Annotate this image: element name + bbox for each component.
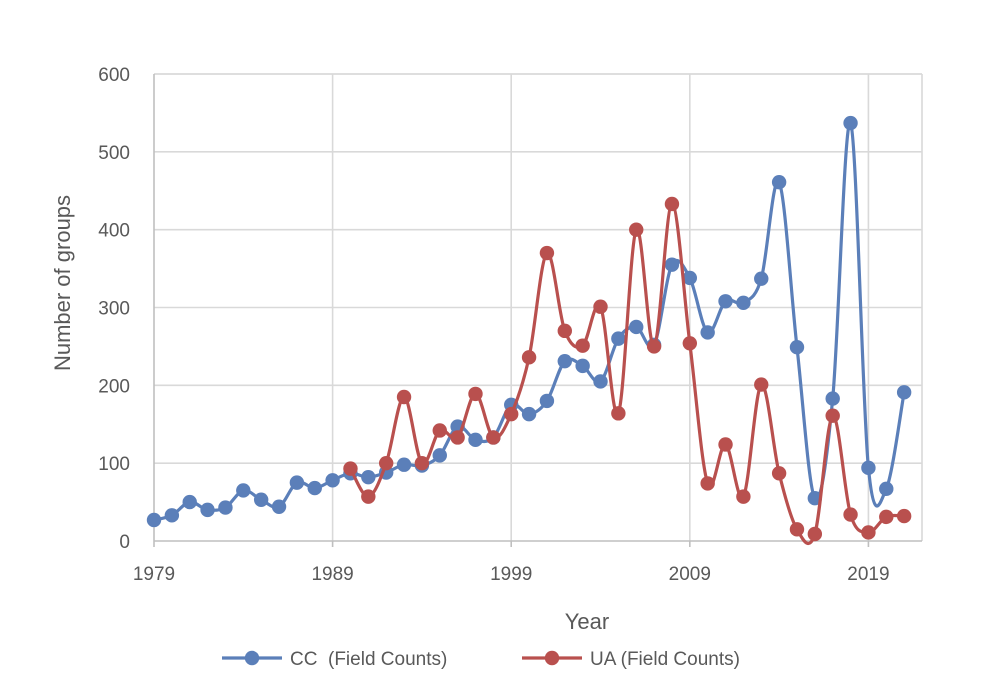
cc-data-point: [700, 325, 715, 340]
ua-data-point: [504, 406, 519, 422]
ua-data-point: [414, 455, 430, 471]
ua-data-point: [807, 526, 823, 542]
cc-data-point: [557, 354, 572, 369]
cc-data-point: [253, 492, 269, 507]
cc-data-point: [325, 473, 340, 488]
cc-data-point: [843, 115, 858, 131]
cc-data-point: [736, 295, 751, 311]
ua-data-point: [539, 245, 555, 261]
legend-swatch-marker: [244, 650, 260, 666]
cc-data-point: [146, 512, 162, 528]
ua-data-point: [700, 476, 715, 491]
ua-data-point: [593, 299, 608, 314]
cc-data-point: [879, 481, 894, 497]
cc-data-point: [182, 494, 197, 510]
ua-data-point: [664, 196, 680, 212]
y-tick-label: 300: [98, 299, 130, 320]
cc-data-point: [289, 475, 305, 490]
cc-data-point: [825, 391, 840, 406]
cc-data-point: [771, 174, 787, 190]
ua-data-point: [611, 406, 626, 421]
y-tick-label: 200: [98, 376, 130, 397]
ua-data-point: [754, 377, 769, 392]
ua-data-point: [843, 507, 858, 522]
ua-series-line: [349, 202, 905, 546]
y-tick-label: 500: [98, 143, 130, 164]
x-tick-label: 2009: [669, 564, 711, 585]
ua-data-point: [789, 522, 805, 537]
x-tick-label: 1989: [311, 564, 353, 585]
cc-data-point: [789, 339, 805, 355]
ua-data-point: [879, 509, 894, 525]
cc-data-point: [575, 358, 590, 374]
x-axis-title: Year: [565, 609, 609, 634]
legend-label: UA (Field Counts): [590, 649, 740, 670]
cc-data-point: [629, 319, 644, 335]
cc-data-point: [521, 406, 537, 422]
cc-data-point: [718, 294, 733, 309]
ua-data-point: [771, 466, 787, 481]
cc-data-point: [396, 457, 412, 472]
ua-data-point: [575, 338, 590, 353]
ua-data-point: [736, 489, 751, 504]
cc-data-point: [593, 374, 608, 389]
ua-data-point: [825, 408, 840, 423]
ua-series: [343, 196, 912, 546]
legend-item-cc: CC (Field Counts): [222, 649, 447, 670]
legend-swatch-marker: [544, 650, 560, 666]
y-tick-label: 100: [98, 454, 130, 475]
ua-data-point: [450, 430, 465, 445]
ua-data-point: [361, 489, 376, 504]
cc-series-line: [153, 121, 906, 522]
legend: CC (Field Counts) UA (Field Counts): [222, 649, 740, 670]
ua-data-point: [486, 430, 501, 445]
tick-labels: 0 100 200 300 400 500 600 1979 1989 1999 2009 2019: [98, 65, 889, 585]
cc-data-point: [236, 483, 251, 498]
cc-data-point: [200, 502, 215, 518]
cc-data-point: [307, 480, 322, 496]
cc-data-point: [611, 331, 626, 346]
cc-data-point: [164, 508, 180, 523]
series-group: [146, 115, 912, 546]
ua-data-point: [861, 525, 876, 540]
ua-data-point: [718, 437, 733, 452]
cc-data-point: [271, 499, 287, 514]
cc-data-point: [361, 469, 376, 485]
cc-data-point: [754, 271, 769, 286]
cc-data-point: [664, 257, 680, 272]
cc-data-point: [896, 385, 912, 400]
y-tick-label: 0: [119, 532, 130, 553]
ua-data-point: [629, 222, 644, 237]
y-tick-label: 400: [98, 221, 130, 242]
ua-data-point: [378, 455, 394, 471]
legend-label: CC (Field Counts): [290, 649, 447, 670]
y-axis-title: Number of groups: [50, 195, 75, 371]
cc-data-point: [432, 448, 447, 463]
legend-item-ua: UA (Field Counts): [522, 649, 740, 670]
ua-data-point: [646, 339, 662, 354]
cc-data-point: [468, 432, 483, 448]
ua-data-point: [896, 508, 912, 524]
ua-data-point: [396, 389, 412, 405]
axes: [153, 74, 922, 547]
ua-data-point: [432, 423, 447, 438]
ua-data-point: [521, 350, 537, 365]
cc-data-point: [861, 460, 876, 476]
ua-data-point: [343, 461, 358, 476]
cc-data-point: [218, 500, 233, 515]
ua-data-point: [682, 336, 698, 351]
x-tick-label: 1999: [490, 564, 532, 585]
ua-data-point: [468, 386, 483, 402]
cc-data-point: [682, 270, 698, 286]
cc-data-point: [539, 393, 555, 409]
y-tick-label: 600: [98, 65, 130, 86]
ua-data-point: [557, 323, 572, 339]
x-tick-label: 1979: [133, 564, 175, 585]
x-tick-label: 2019: [847, 564, 889, 585]
cc-series: [146, 115, 912, 528]
